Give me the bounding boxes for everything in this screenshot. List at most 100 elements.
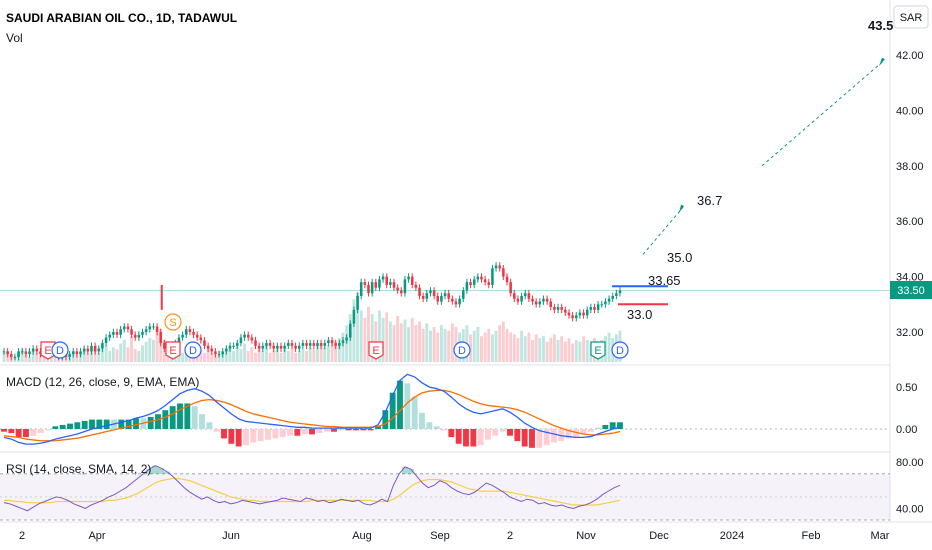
candle-body (290, 343, 294, 346)
candle-body (461, 290, 465, 299)
volume-bar (115, 349, 119, 362)
candle-body (184, 329, 188, 335)
volume-bar (90, 350, 93, 362)
candle-body (148, 326, 152, 330)
macd-histogram-bar (118, 419, 125, 429)
candle-body (181, 334, 184, 338)
volume-bar (137, 350, 141, 362)
axes: 42.00 40.00 38.00 36.00 34.00 32.00 0.50 0.00 80… (19, 50, 924, 542)
candle-body (104, 337, 108, 344)
candle-body (327, 340, 330, 344)
macd-histogram-bar (243, 429, 249, 446)
candle-body (206, 345, 210, 349)
macd-histogram-bar (67, 423, 73, 429)
volume-bar (560, 336, 564, 362)
volume-bar (122, 339, 126, 362)
macd-histogram-bar (294, 429, 301, 436)
candle-body (604, 301, 607, 305)
candle-body (378, 279, 381, 288)
volume-bar (305, 350, 308, 362)
volume-bar (82, 349, 86, 362)
volume-bar (210, 352, 214, 362)
candle-body (549, 301, 553, 308)
time-axis-tick: Mar (871, 530, 890, 542)
candle-body (217, 354, 221, 356)
candle-body (574, 315, 578, 319)
macd-histogram-bar (272, 429, 279, 439)
volume-bar (549, 338, 553, 362)
volume-bar (359, 310, 363, 362)
candle-body (312, 343, 316, 346)
macd-histogram-bar (609, 422, 616, 429)
macd-line (3, 373, 621, 445)
candle-body (126, 326, 130, 330)
macd-histogram-bar (463, 429, 469, 447)
candle-body (319, 343, 323, 346)
volume-bar (254, 352, 257, 362)
candle-body (509, 282, 512, 294)
candle-body (279, 345, 283, 349)
macd-histogram-bar (529, 429, 535, 448)
candle-body (374, 282, 378, 288)
macd-histogram-bar (507, 429, 513, 436)
macd-histogram-bar (397, 380, 403, 429)
macd-histogram-bar (382, 410, 389, 429)
rsi-pane (0, 465, 890, 521)
candle-body (498, 265, 501, 269)
macd-histogram-bar (125, 419, 132, 429)
volume-bar (512, 334, 516, 362)
volume-bar (356, 292, 360, 362)
macd-histogram-bar (441, 429, 447, 431)
candle-body (82, 348, 86, 352)
candle-body (472, 279, 476, 285)
macd-histogram-bar (353, 429, 359, 431)
candle-body (527, 293, 531, 299)
volume-bar (323, 347, 327, 362)
time-axis-tick: Aug (352, 530, 372, 542)
candle-body (348, 323, 352, 338)
candle-body (443, 293, 447, 296)
volume-bar (126, 347, 130, 362)
macd-histogram-bar (213, 429, 220, 432)
candle-body (502, 268, 505, 277)
candle-body (454, 301, 458, 305)
macd-histogram-bar (177, 403, 183, 429)
macd-axis-tick: 0.00 (896, 424, 917, 436)
candle-body (24, 351, 28, 355)
volume-bar (607, 332, 611, 362)
candle-body (410, 276, 414, 285)
macd-histogram-bar (426, 422, 433, 429)
level-label: 33.65 (648, 273, 681, 288)
event-marker (611, 341, 629, 359)
volume-bar (130, 336, 134, 362)
currency-button[interactable] (893, 5, 929, 29)
macd-histogram-bar (375, 426, 381, 429)
volume-bar (119, 343, 123, 362)
candle-body (334, 343, 337, 346)
volume-bar (352, 299, 356, 362)
candle-body (370, 282, 374, 294)
candle-body (400, 290, 403, 294)
time-axis-tick: Dec (649, 530, 669, 542)
candle-body (141, 332, 144, 335)
volume-bar (308, 347, 312, 362)
macd-histogram-bar (89, 419, 95, 429)
volume-bar (367, 306, 370, 362)
volume-bar (206, 349, 210, 362)
candle-body (516, 298, 520, 302)
candle-body (338, 343, 341, 346)
volume-bar (377, 310, 381, 362)
macd-histogram-bar (514, 429, 521, 442)
time-axis-tick: 2 (19, 530, 25, 542)
volume-bar (330, 339, 334, 362)
projection-line-2 (761, 60, 885, 167)
time-axis-tick: Nov (576, 530, 596, 542)
candle-body (272, 345, 276, 349)
price-axis-tick: 36.00 (896, 216, 924, 228)
candle-body (243, 334, 246, 338)
volume-bar (232, 350, 236, 362)
candle-body (257, 345, 261, 349)
candle-body (607, 298, 611, 302)
volume-bar (385, 312, 389, 362)
